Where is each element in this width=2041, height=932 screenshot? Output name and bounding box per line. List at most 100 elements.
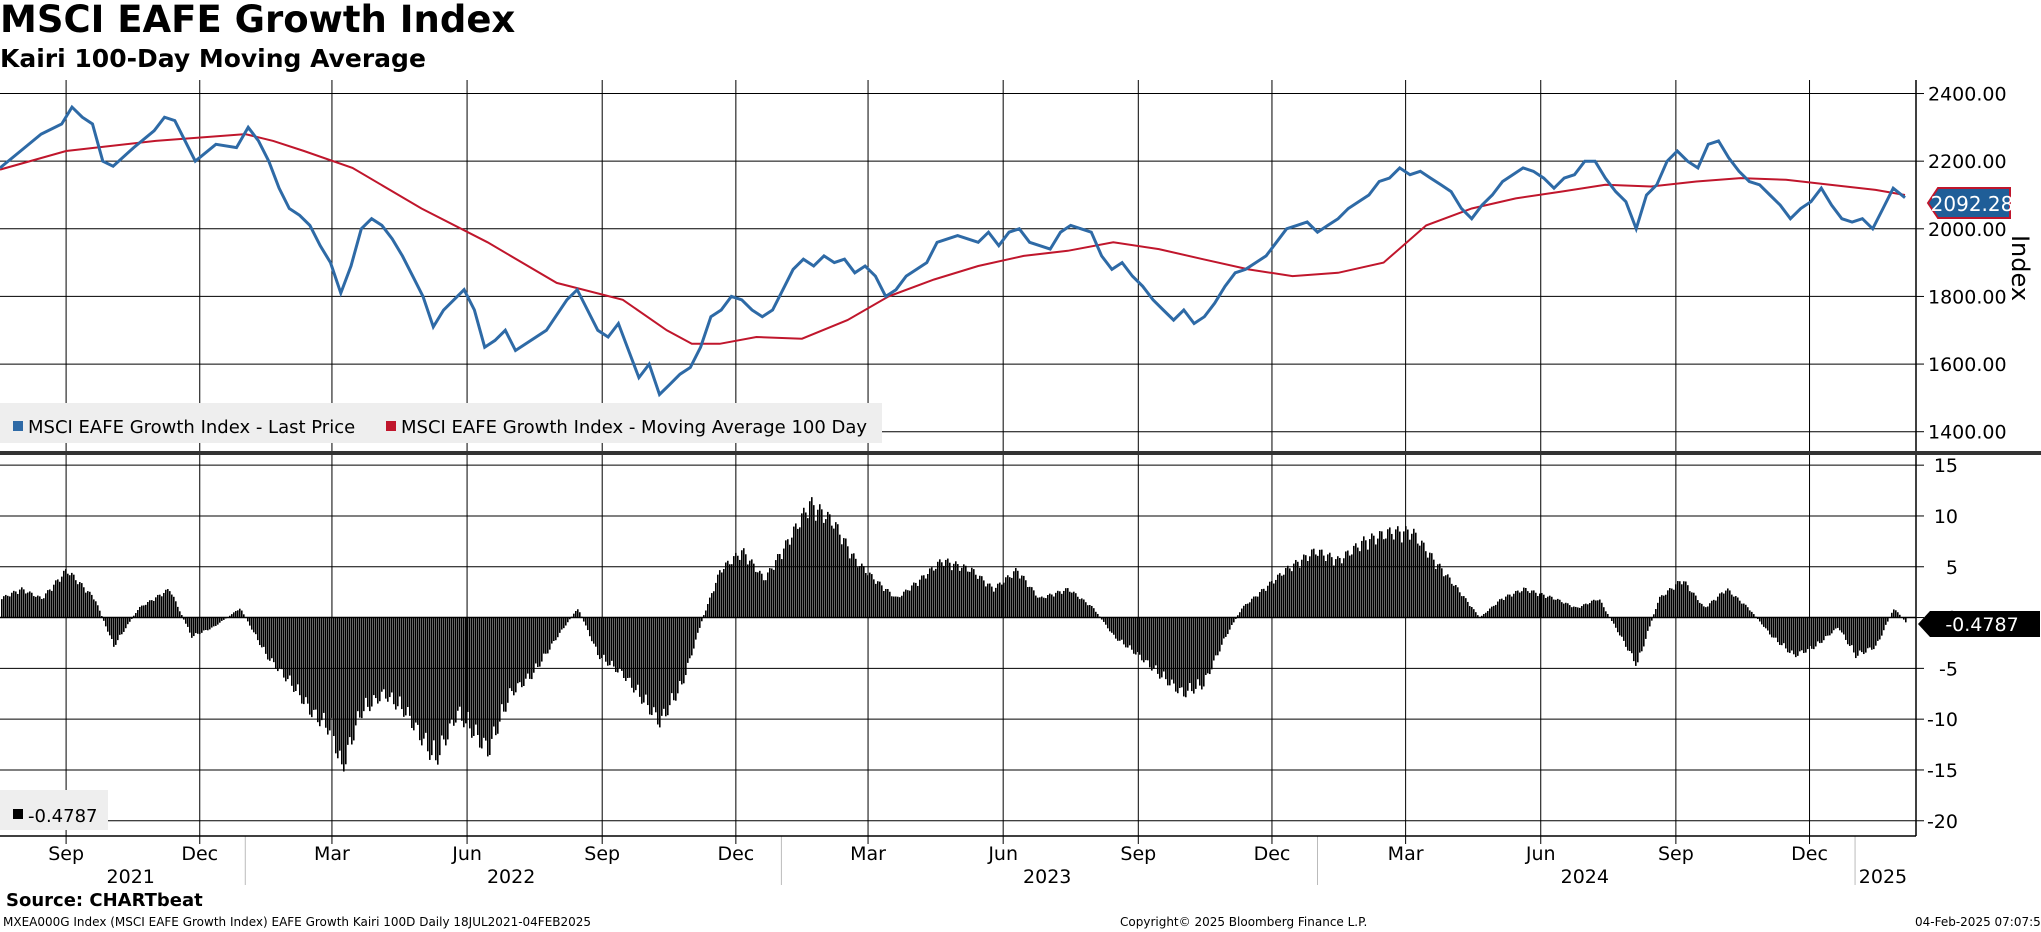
kairi-bar xyxy=(1527,591,1529,618)
x-month-label: Sep xyxy=(1120,843,1156,865)
kairi-bar xyxy=(1515,590,1517,618)
kairi-bar xyxy=(1297,561,1299,618)
kairi-bar xyxy=(1363,536,1365,618)
kairi-bar xyxy=(749,560,751,618)
kairi-bar xyxy=(871,574,873,618)
kairi-bar xyxy=(1839,617,1841,631)
kairi-bar xyxy=(1185,617,1187,698)
kairi-bar xyxy=(25,593,27,618)
kairi-bar xyxy=(877,581,879,618)
kairi-bar xyxy=(541,617,543,662)
kairi-bar xyxy=(289,617,291,676)
kairi-bar xyxy=(1511,596,1513,618)
kairi-bar xyxy=(665,617,667,717)
kairi-bar xyxy=(1499,599,1501,618)
kairi-bar xyxy=(1379,531,1381,618)
kairi-bar xyxy=(17,593,19,618)
kairi-bar xyxy=(1885,617,1887,625)
kairi-bar xyxy=(119,617,121,635)
kairi-bar xyxy=(1693,592,1695,618)
kairi-bar xyxy=(1331,557,1333,618)
kairi-bar xyxy=(467,617,469,712)
kairi-bar xyxy=(1463,596,1465,618)
kairi-bar xyxy=(539,617,541,667)
kairi-bar xyxy=(457,617,459,711)
kairi-bar xyxy=(1497,601,1499,618)
kairi-bar xyxy=(149,600,151,618)
kairi-bar xyxy=(117,617,119,641)
kairi-bar xyxy=(1851,617,1853,646)
kairi-bar xyxy=(1329,552,1331,618)
kairi-bar xyxy=(527,617,529,674)
kairi-bar xyxy=(701,617,703,622)
x-month-label: Jun xyxy=(987,843,1018,865)
kairi-bar xyxy=(625,617,627,681)
kairi-bar xyxy=(1353,545,1355,618)
upper-grid xyxy=(0,80,1916,452)
kairi-bar xyxy=(1669,588,1671,618)
kairi-bar xyxy=(463,617,465,728)
kairi-bar xyxy=(1809,617,1811,646)
kairi-bar xyxy=(725,562,727,618)
kairi-bar xyxy=(229,615,231,618)
kairi-bar xyxy=(449,617,451,724)
kairi-bar xyxy=(293,617,295,692)
kairi-bar xyxy=(513,617,515,696)
kairi-bar xyxy=(39,596,41,618)
kairi-bar xyxy=(1735,596,1737,618)
kairi-bar xyxy=(1429,552,1431,618)
kairi-bar xyxy=(1611,617,1613,622)
kairi-bar xyxy=(1323,555,1325,618)
kairi-bar xyxy=(813,505,815,618)
kairi-bar xyxy=(873,579,875,618)
kairi-bar xyxy=(1407,529,1409,618)
chart-canvas: 2400.00 2200.00 2000.00 1800.00 1600.00 1400.… xyxy=(0,80,2041,885)
kairi-bar xyxy=(223,617,225,620)
kairi-bar xyxy=(1033,590,1035,618)
kairi-bar xyxy=(1345,551,1347,618)
kairi-bar xyxy=(439,617,441,756)
kairi-bar xyxy=(1733,596,1735,618)
kairi-bar xyxy=(853,553,855,618)
kairi-bars xyxy=(1,497,1907,772)
kairi-bar xyxy=(1341,563,1343,618)
kairi-bar xyxy=(187,617,189,627)
kairi-bar xyxy=(111,617,113,640)
kairi-bar xyxy=(1547,596,1549,618)
kairi-bar xyxy=(567,617,569,623)
kairi-bar xyxy=(817,509,819,618)
kairi-bar xyxy=(1783,617,1785,644)
kairi-bar xyxy=(857,567,859,618)
kairi-bar xyxy=(45,593,47,618)
kairi-bar xyxy=(927,574,929,618)
kairi-bar xyxy=(1013,571,1015,618)
kairi-bar xyxy=(807,518,809,618)
kairi-bar xyxy=(91,594,93,618)
kairi-bar xyxy=(1745,604,1747,618)
kairi-bar xyxy=(133,615,135,618)
lower-y-tick-label: -5 xyxy=(1939,658,1958,680)
kairi-bar xyxy=(1737,597,1739,618)
kairi-bar xyxy=(1343,558,1345,618)
kairi-bar xyxy=(1305,555,1307,618)
axes: 2400.00 2200.00 2000.00 1800.00 1600.00 1400.… xyxy=(0,80,2041,885)
kairi-bar xyxy=(1855,617,1857,659)
kairi-bar xyxy=(379,617,381,702)
kairi-bar xyxy=(361,617,363,719)
kairi-bar xyxy=(1269,581,1271,618)
kairi-bar xyxy=(1205,617,1207,675)
kairi-bar xyxy=(573,613,575,618)
kairi-bar xyxy=(761,573,763,618)
kairi-bar xyxy=(789,544,791,618)
kairi-bar xyxy=(1781,617,1783,646)
kairi-bar xyxy=(1491,606,1493,618)
kairi-bar xyxy=(711,593,713,618)
kairi-bar xyxy=(1805,617,1807,653)
kairi-bar xyxy=(1357,547,1359,618)
kairi-bar xyxy=(1537,596,1539,618)
kairi-bar xyxy=(1845,617,1847,640)
kairi-bar xyxy=(1645,617,1647,639)
kairi-bar xyxy=(501,617,503,705)
kairi-bar xyxy=(1023,575,1025,618)
lower-y-tick-label: -10 xyxy=(1927,709,1958,731)
